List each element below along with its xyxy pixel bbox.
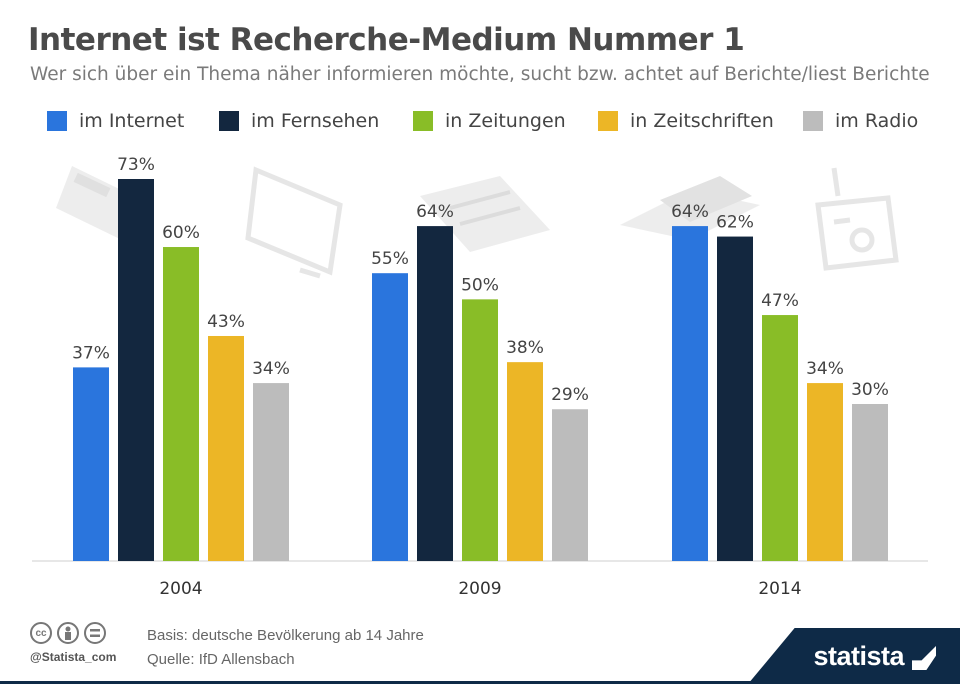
value-label-in-zeitschriften-2004: 43%: [207, 312, 245, 332]
bottom-rule: [0, 681, 960, 684]
legend-swatch-radio: [803, 111, 823, 131]
value-label-in-zeitungen-2004: 60%: [162, 223, 200, 243]
legend-label: in Zeitungen: [445, 110, 566, 132]
tv-icon: [245, 166, 343, 279]
value-label-im-radio-2004: 34%: [252, 359, 290, 379]
document-icon: [420, 176, 550, 252]
bar-im-internet-2004: [73, 367, 109, 561]
legend-label: in Zeitschriften: [630, 110, 774, 132]
footer-license: cc @Statista_com: [30, 622, 116, 664]
legend-item-zeitungen: in Zeitungen: [413, 110, 566, 132]
bar-im-fernsehen-2014: [717, 236, 753, 561]
statista-handle[interactable]: @Statista_com: [30, 650, 117, 664]
value-label-im-fernsehen-2014: 62%: [716, 213, 754, 233]
radio-icon: [815, 167, 899, 271]
legend-label: im Internet: [79, 110, 185, 132]
legend-item-radio: im Radio: [803, 110, 918, 132]
by-icon: [57, 622, 79, 644]
legend-swatch-zeitschriften: [598, 111, 618, 131]
value-label-in-zeitungen-2009: 50%: [461, 275, 499, 295]
value-label-in-zeitungen-2014: 47%: [761, 291, 799, 311]
laptop-icon: [620, 176, 760, 240]
nd-icon: [84, 622, 106, 644]
category-labels-group: 2004 2009 2014: [159, 579, 801, 599]
statista-logo-text[interactable]: statista: [813, 641, 904, 671]
bar-im-radio-2004: [253, 383, 289, 561]
legend-label: im Radio: [835, 110, 919, 132]
bar-in-zeitschriften-2014: [807, 383, 843, 561]
bar-in-zeitschriften-2009: [507, 362, 543, 561]
legend-item-zeitschriften: in Zeitschriften: [598, 110, 774, 132]
chart-subtitle: Wer sich über ein Thema näher informiere…: [30, 64, 930, 85]
value-label-in-zeitschriften-2009: 38%: [506, 338, 544, 358]
bar-in-zeitungen-2009: [462, 299, 498, 561]
bar-im-internet-2014: [672, 226, 708, 561]
bar-in-zeitschriften-2004: [208, 335, 244, 561]
legend-item-internet: im Internet: [47, 110, 184, 132]
value-labels-group: 37% 73% 60% 43% 34% 55% 64% 50% 38% 29% 64% 62% 47% 3…: [72, 155, 889, 405]
bar-im-fernsehen-2009: [417, 226, 453, 561]
bar-im-fernsehen-2004: [118, 179, 154, 561]
legend-item-fernsehen: im Fernsehen: [219, 110, 379, 132]
value-label-im-radio-2014: 30%: [851, 380, 889, 400]
bar-im-internet-2009: [372, 273, 408, 561]
cc-icons: cc: [30, 622, 116, 644]
source-basis: Basis: deutsche Bevölkerung ab 14 Jahre: [147, 627, 424, 644]
value-label-im-fernsehen-2009: 64%: [416, 202, 454, 222]
category-label-2009: 2009: [458, 579, 501, 599]
legend-swatch-zeitungen: [413, 111, 433, 131]
source-quelle: Quelle: IfD Allensbach: [147, 651, 295, 668]
bar-im-radio-2014: [852, 404, 888, 561]
value-label-im-internet-2009: 55%: [371, 249, 409, 269]
bar-im-radio-2009: [552, 409, 588, 561]
legend-label: im Fernsehen: [251, 110, 380, 132]
cc-icon: cc: [30, 622, 52, 644]
bar-in-zeitungen-2004: [163, 247, 199, 561]
bar-in-zeitungen-2014: [762, 315, 798, 561]
value-label-im-fernsehen-2004: 73%: [117, 155, 155, 175]
legend-swatch-internet: [47, 111, 67, 131]
legend-swatch-fernsehen: [219, 111, 239, 131]
bars-group: [73, 179, 888, 561]
category-label-2014: 2014: [758, 579, 801, 599]
chart-title: Internet ist Recherche-Medium Nummer 1: [28, 22, 745, 58]
value-label-im-internet-2004: 37%: [72, 343, 110, 363]
value-label-im-internet-2014: 64%: [671, 202, 709, 222]
value-label-in-zeitschriften-2014: 34%: [806, 359, 844, 379]
category-label-2004: 2004: [159, 579, 202, 599]
source-notes: Basis: deutsche Bevölkerung ab 14 Jahre …: [147, 624, 424, 672]
value-label-im-radio-2009: 29%: [551, 385, 589, 405]
